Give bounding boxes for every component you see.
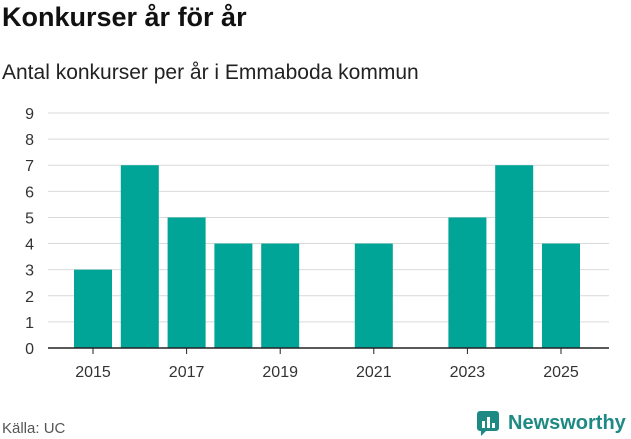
bar-2021 — [354, 243, 393, 348]
newsworthy-logo-icon — [477, 411, 499, 436]
bar-2015 — [74, 269, 112, 348]
bars — [74, 165, 580, 348]
y-tick-label: 2 — [25, 289, 34, 306]
x-tick-label: 2015 — [75, 364, 111, 381]
y-tick-label: 9 — [25, 106, 34, 123]
x-tick-label: 2025 — [543, 364, 579, 381]
bar-2016 — [120, 165, 159, 348]
y-tick-label: 1 — [25, 315, 34, 332]
y-axis-ticks: 0 1 2 3 4 5 6 7 8 9 — [25, 106, 34, 358]
y-tick-label: 3 — [25, 263, 34, 280]
x-tick-label: 2019 — [262, 364, 298, 381]
y-tick-label: 4 — [25, 237, 34, 254]
brand-logo: Newsworthy — [476, 409, 626, 437]
y-tick-label: 7 — [25, 158, 34, 175]
x-tick-label: 2021 — [356, 364, 392, 381]
bar-2024 — [495, 165, 534, 348]
source-note: Källa: UC — [2, 420, 66, 437]
chart-subtitle: Antal konkurser per år i Emmaboda kommun — [2, 61, 419, 84]
y-tick-label: 0 — [25, 341, 34, 358]
brand-name: Newsworthy — [508, 411, 626, 434]
bar-2023 — [448, 217, 487, 348]
bar-2025 — [542, 243, 580, 348]
y-tick-label: 8 — [25, 132, 34, 149]
bar-2019 — [261, 243, 300, 348]
bar-2018 — [214, 243, 253, 348]
x-tick-label: 2017 — [169, 364, 205, 381]
x-tick-label: 2023 — [450, 364, 486, 381]
bar-2017 — [167, 217, 206, 348]
bar-chart: 0 1 2 3 4 5 6 7 8 9 2015 2017 2019 2021 2023 2025 — [25, 106, 609, 381]
chart-title: Konkurser år för år — [2, 2, 247, 32]
y-tick-label: 5 — [25, 210, 34, 227]
x-axis: 2015 2017 2019 2021 2023 2025 — [48, 347, 609, 381]
y-tick-label: 6 — [25, 184, 34, 201]
